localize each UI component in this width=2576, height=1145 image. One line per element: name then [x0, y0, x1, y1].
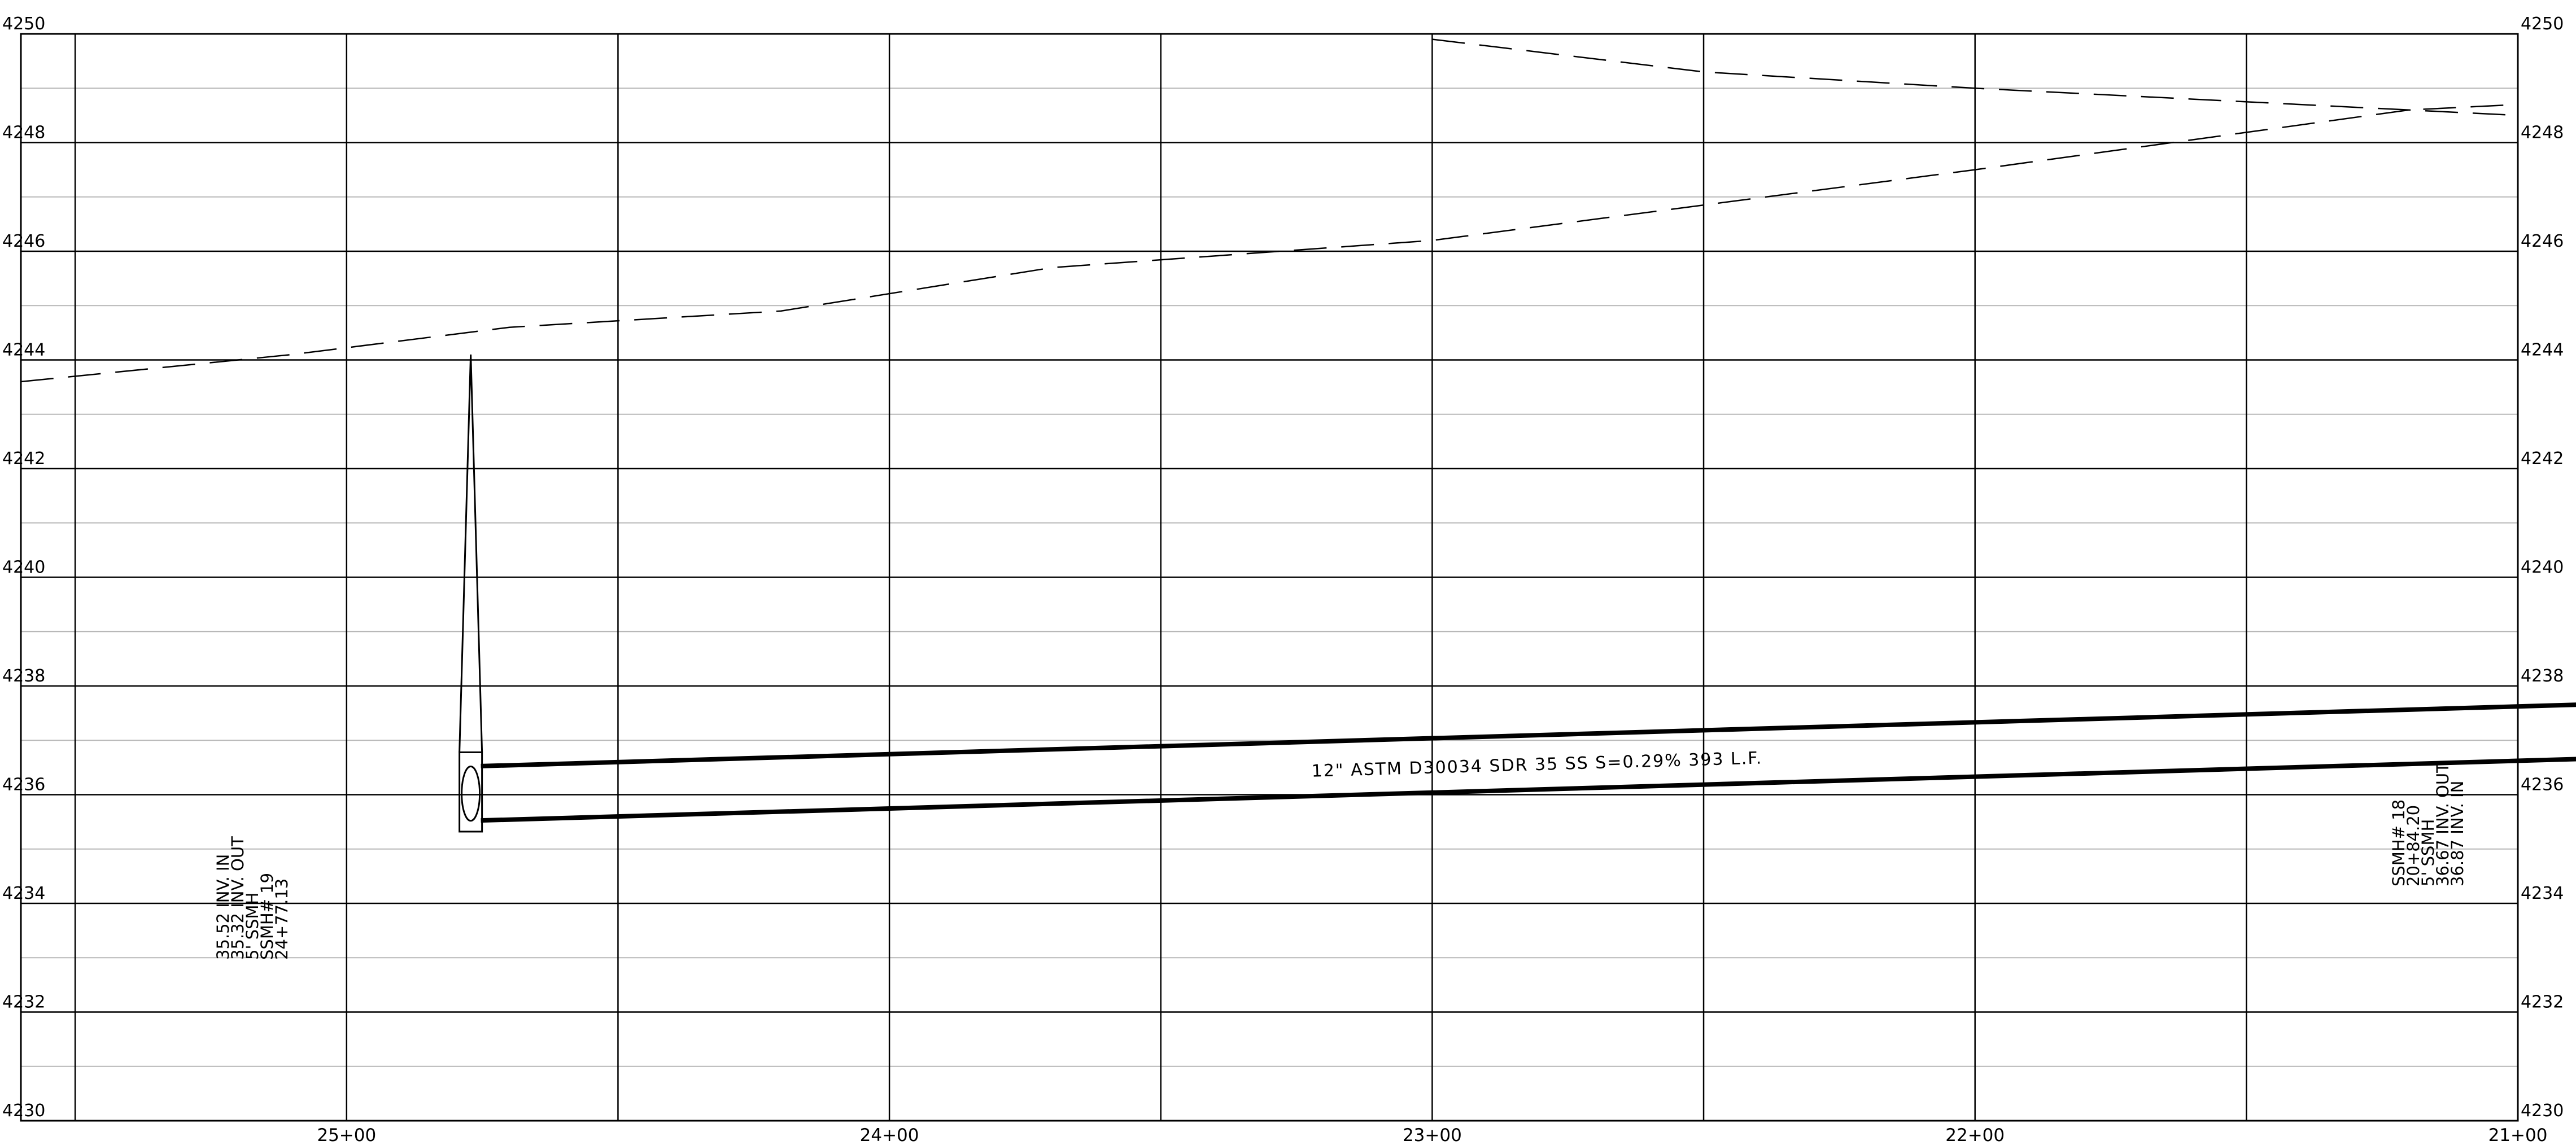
- surface-lines: [21, 40, 2518, 382]
- station-label: 23+00: [1403, 1125, 1462, 1145]
- elev-label-right: 4242: [2521, 449, 2564, 469]
- existing-ground-line: [21, 104, 2518, 382]
- pipe-label: 12" ASTM D30034 SDR 35 SS S=0.29% 393 L.…: [1311, 748, 1762, 781]
- station-label: 21+00: [2488, 1125, 2548, 1145]
- elev-label-left: 4244: [2, 340, 45, 360]
- elev-label-right: 4236: [2521, 775, 2564, 795]
- elev-label-left: 4246: [2, 231, 45, 251]
- elev-label-right: 4246: [2521, 231, 2564, 251]
- manholes: [460, 110, 2576, 832]
- station-label: 22+00: [1945, 1125, 2005, 1145]
- manhole-label-line: 24+77.13: [272, 879, 291, 960]
- manhole-barrel: [460, 752, 482, 832]
- elev-label-left: 4234: [2, 884, 45, 903]
- station-label: 24+00: [860, 1125, 919, 1145]
- profile-grid: [21, 34, 2518, 1121]
- elev-label-right: 4232: [2521, 993, 2564, 1012]
- manhole-pipe-section: [462, 766, 480, 820]
- manhole-ssmh19: [460, 355, 482, 832]
- elev-label-right: 4238: [2521, 666, 2564, 686]
- elev-label-left: 4248: [2, 123, 45, 143]
- elev-label-right: 4244: [2521, 340, 2564, 360]
- manhole-label-line: 36.87 INV. IN: [2448, 781, 2467, 886]
- elev-label-right: 4240: [2521, 558, 2564, 578]
- elev-label-left: 4242: [2, 449, 45, 469]
- elev-label-right: 4234: [2521, 884, 2564, 903]
- elev-label-right: 4230: [2521, 1101, 2564, 1121]
- elev-label-left: 4250: [2, 14, 45, 34]
- profile-labels: 4230 4230 4232 4232 4234 4234 4236 4236 4238 4238…: [2, 14, 2564, 1145]
- elev-label-left: 4232: [2, 993, 45, 1012]
- station-label: 25+00: [317, 1125, 376, 1145]
- elev-label-left: 4236: [2, 775, 45, 795]
- elev-label-right: 4250: [2521, 14, 2564, 34]
- elev-label-left: 4240: [2, 558, 45, 578]
- elev-label-left: 4238: [2, 666, 45, 686]
- elev-label-right: 4248: [2521, 123, 2564, 143]
- elev-label-left: 4230: [2, 1101, 45, 1121]
